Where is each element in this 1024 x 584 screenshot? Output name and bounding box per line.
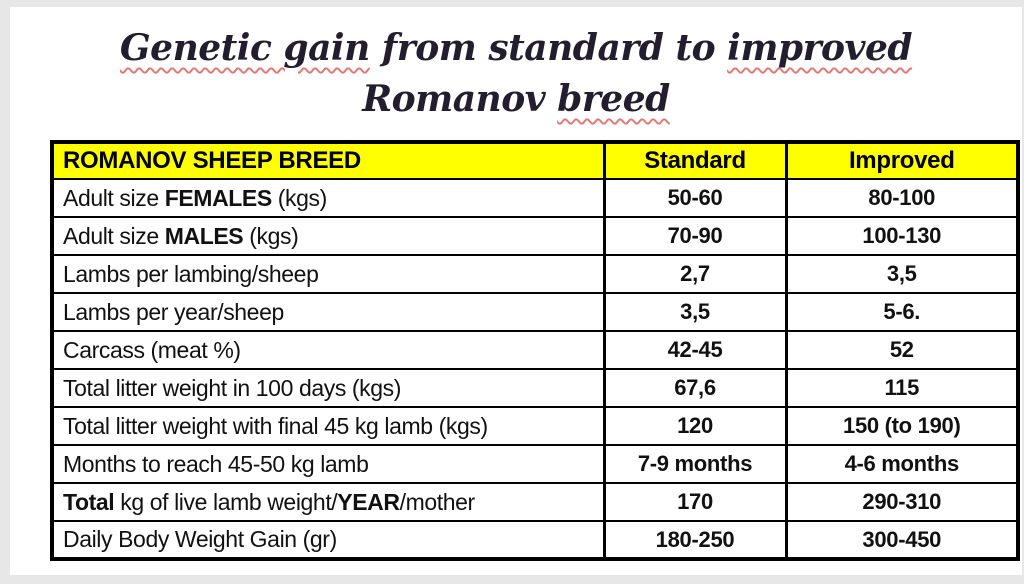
title-segment-squiggle: Genetic gain [119, 27, 370, 69]
label-segment: FEMALES [164, 184, 272, 211]
label-segment: MALES [164, 222, 244, 249]
header-breed: ROMANOV SHEEP BREED [50, 141, 606, 180]
standard-value: 7-9 months [602, 444, 788, 484]
standard-value: 170 [602, 482, 788, 522]
row-label: Lambs per lambing/sheep [50, 254, 606, 294]
title-segment: Romanov [362, 78, 558, 120]
standard-value: 2,7 [602, 254, 788, 294]
table-row: Daily Body Weight Gain (gr) 180-250 300-45… [50, 520, 1020, 560]
breed-comparison-table: ROMANOV SHEEP BREED Standard Improved Ad… [50, 140, 1020, 561]
label-segment: (kgs) [243, 222, 299, 249]
row-label: Total litter weight with final 45 kg lam… [50, 406, 606, 446]
title-line: Genetic gain from standard to improved [10, 23, 1022, 74]
table-row: Total litter weight with final 45 kg lam… [50, 406, 1020, 446]
row-label: Carcass (meat %) [50, 330, 606, 370]
label-segment: Total litter weight with final 45 kg lam… [63, 412, 488, 439]
improved-value: 5-6. [784, 292, 1020, 332]
row-label: Adult size MALES (kgs) [50, 216, 606, 256]
row-label: Lambs per year/sheep [50, 292, 606, 332]
improved-value: 290-310 [784, 482, 1020, 522]
label-segment: Adult size [63, 184, 165, 211]
table-row: Adult size MALES (kgs) 70-90 100-130 [50, 216, 1020, 256]
standard-value: 3,5 [602, 292, 788, 332]
page-title: Genetic gain from standard to improved Ro… [10, 23, 1022, 125]
table-row: Lambs per lambing/sheep 2,7 3,5 [50, 254, 1020, 294]
standard-value: 120 [602, 406, 788, 446]
improved-value: 300-450 [784, 520, 1020, 560]
label-segment: Lambs per lambing/sheep [63, 260, 319, 287]
label-segment: Adult size [63, 222, 165, 249]
label-segment: Daily Body Weight Gain (gr) [63, 526, 337, 552]
standard-value: 180-250 [602, 520, 788, 560]
improved-value: 80-100 [784, 178, 1020, 218]
row-label: Months to reach 45-50 kg lamb [50, 444, 606, 484]
standard-value: 50-60 [602, 178, 788, 218]
table-row: Lambs per year/sheep 3,5 5-6. [50, 292, 1020, 332]
label-segment: Total [63, 488, 115, 515]
improved-value: 4-6 months [784, 444, 1020, 484]
table-row: Carcass (meat %) 42-45 52 [50, 330, 1020, 370]
label-segment: YEAR [337, 488, 400, 515]
table-header-row: ROMANOV SHEEP BREED Standard Improved [50, 141, 1020, 180]
label-segment: Months to reach 45-50 kg lamb [63, 450, 369, 477]
row-label: Total litter weight in 100 days (kgs) [50, 368, 606, 408]
row-label: Total kg of live lamb weight/YEAR/mother [50, 482, 606, 522]
title-segment-squiggle: improved [727, 27, 913, 69]
label-segment: kg of live lamb weight/ [114, 488, 338, 515]
slide-page: Genetic gain from standard to improved Ro… [10, 7, 1022, 575]
title-segment-squiggle: breed [557, 78, 670, 120]
title-segment: from standard to [369, 27, 728, 69]
standard-value: 67,6 [602, 368, 788, 408]
table-row: Months to reach 45-50 kg lamb 7-9 months 4… [50, 444, 1020, 484]
label-segment: Lambs per year/sheep [63, 298, 284, 325]
improved-value: 100-130 [784, 216, 1020, 256]
improved-value: 150 (to 190) [784, 406, 1020, 446]
header-improved: Improved [784, 141, 1020, 180]
improved-value: 3,5 [784, 254, 1020, 294]
improved-value: 52 [784, 330, 1020, 370]
row-label: Adult size FEMALES (kgs) [50, 178, 606, 218]
label-segment: /mother [399, 488, 476, 515]
standard-value: 42-45 [602, 330, 788, 370]
table-row: Total kg of live lamb weight/YEAR/mother… [50, 482, 1020, 522]
header-standard: Standard [602, 141, 788, 180]
label-segment: (kgs) [271, 184, 328, 211]
table-row: Total litter weight in 100 days (kgs) 67,… [50, 368, 1020, 408]
label-segment: Carcass (meat %) [63, 336, 241, 363]
label-segment: Total litter weight in 100 days (kgs) [63, 374, 402, 401]
standard-value: 70-90 [602, 216, 788, 256]
row-label: Daily Body Weight Gain (gr) [50, 520, 606, 560]
improved-value: 115 [784, 368, 1020, 408]
title-line: Romanov breed [10, 74, 1022, 125]
table-row: Adult size FEMALES (kgs) 50-60 80-100 [50, 178, 1020, 218]
